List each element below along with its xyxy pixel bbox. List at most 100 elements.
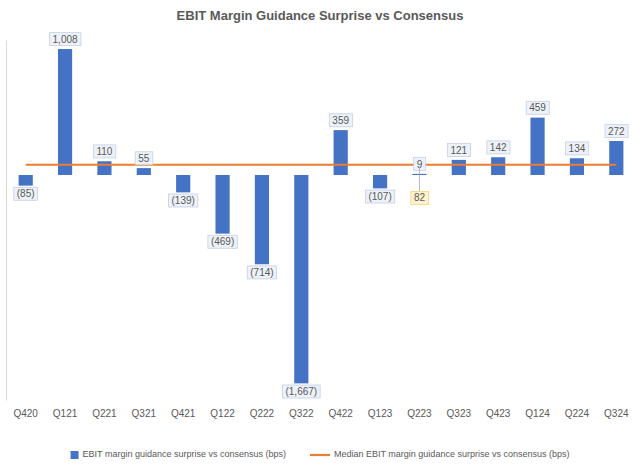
data-label: 459 <box>529 102 546 113</box>
data-label-background <box>526 101 549 114</box>
data-label-box: 55 <box>135 152 153 165</box>
legend-swatch <box>71 451 79 459</box>
x-tick: Q221 <box>92 408 117 419</box>
bar <box>58 49 72 175</box>
data-label-box: 134 <box>566 142 589 155</box>
median-line <box>26 164 617 166</box>
data-label-box: 359 <box>329 114 352 127</box>
data-label-background <box>93 145 115 158</box>
data-label-background <box>329 114 352 127</box>
data-label-box: 110 <box>93 145 115 158</box>
x-tick-label: Q420 <box>13 408 38 419</box>
data-label-background <box>50 33 81 46</box>
x-tick-label: Q121 <box>53 408 78 419</box>
bar <box>294 175 308 383</box>
data-label: (469) <box>211 236 234 247</box>
x-tick-label: Q224 <box>565 408 590 419</box>
data-label: 359 <box>332 115 349 126</box>
bar <box>373 175 387 188</box>
data-label-box: 82 <box>411 191 429 204</box>
x-tick-label: Q122 <box>210 408 235 419</box>
x-tick: Q124 <box>525 408 550 419</box>
data-label-box: 121 <box>447 144 470 157</box>
x-tick: Q321 <box>132 408 157 419</box>
data-label: 134 <box>569 143 586 154</box>
data-label-background <box>247 266 276 279</box>
x-tick: Q323 <box>447 408 472 419</box>
legend-item: Median EBIT margin guidance surprise vs … <box>310 449 569 459</box>
x-tick: Q121 <box>53 408 78 419</box>
x-tick: Q420 <box>13 408 38 419</box>
bar <box>255 175 269 264</box>
data-label: 55 <box>138 153 150 164</box>
bar <box>530 118 544 175</box>
x-tick: Q223 <box>407 408 432 419</box>
data-labels: (85) 1,008 110 55 (139) (469) (714) (1,667) 359 (… <box>14 33 628 398</box>
data-label-background <box>169 194 198 207</box>
x-tick: Q422 <box>328 408 353 419</box>
bar <box>137 168 151 175</box>
chart: EBIT Margin Guidance Surprise vs Consens… <box>0 0 640 467</box>
data-label-box: (469) <box>208 235 237 248</box>
x-tick: Q324 <box>604 408 629 419</box>
x-tick-label: Q223 <box>407 408 432 419</box>
data-label-box: (139) <box>169 194 198 207</box>
x-axis: Q420 Q121 Q221 Q321 Q421 Q122 Q222 Q322 Q422 Q123… <box>13 408 629 419</box>
data-label-background <box>135 152 153 165</box>
data-label: 82 <box>414 192 426 203</box>
plot-area <box>19 49 624 383</box>
data-label-box: 459 <box>526 101 549 114</box>
data-label-background <box>566 142 589 155</box>
data-label-box: 142 <box>487 141 510 154</box>
data-label-background <box>411 191 429 204</box>
data-label: 142 <box>490 142 507 153</box>
legend-swatch <box>310 454 330 456</box>
bar <box>334 130 348 175</box>
x-tick: Q224 <box>565 408 590 419</box>
data-label-background <box>208 235 237 248</box>
x-tick-label: Q421 <box>171 408 196 419</box>
data-label: (139) <box>172 195 195 206</box>
x-tick-label: Q423 <box>486 408 511 419</box>
bar <box>19 175 33 186</box>
bar <box>491 157 505 175</box>
data-label-background <box>605 125 628 138</box>
x-tick-label: Q221 <box>92 408 117 419</box>
legend-label: Median EBIT margin guidance surprise vs … <box>334 449 569 459</box>
y-axis <box>6 41 7 401</box>
data-label-background <box>14 187 38 200</box>
x-tick-label: Q422 <box>328 408 353 419</box>
data-label-box: 272 <box>605 125 628 138</box>
x-tick: Q123 <box>368 408 393 419</box>
x-tick-label: Q222 <box>250 408 275 419</box>
bar <box>452 160 466 175</box>
data-label: (714) <box>250 267 273 278</box>
x-tick-label: Q321 <box>132 408 157 419</box>
data-label: 272 <box>608 126 625 137</box>
bar <box>609 141 623 175</box>
x-tick: Q222 <box>250 408 275 419</box>
data-label: 121 <box>450 145 467 156</box>
bar <box>97 161 111 175</box>
data-label-box: (714) <box>247 266 276 279</box>
x-tick: Q122 <box>210 408 235 419</box>
data-label-box: 1,008 <box>50 33 81 46</box>
data-label-box: (85) <box>14 187 38 200</box>
x-tick-label: Q324 <box>604 408 629 419</box>
legend-label: EBIT margin guidance surprise vs consens… <box>83 449 286 459</box>
data-label-box: (1,667) <box>282 385 320 398</box>
legend: EBIT margin guidance surprise vs consens… <box>71 449 570 459</box>
x-tick-label: Q124 <box>525 408 550 419</box>
data-label-box: (107) <box>365 190 394 203</box>
bar <box>215 175 229 234</box>
x-tick: Q423 <box>486 408 511 419</box>
bar <box>176 175 190 192</box>
data-label: (1,667) <box>285 386 317 397</box>
bar <box>570 158 584 175</box>
data-label: 1,008 <box>53 34 78 45</box>
data-label: 110 <box>96 146 112 157</box>
data-label-background <box>365 190 394 203</box>
x-tick-label: Q322 <box>289 408 314 419</box>
x-tick-label: Q323 <box>447 408 472 419</box>
data-label: (85) <box>17 188 35 199</box>
